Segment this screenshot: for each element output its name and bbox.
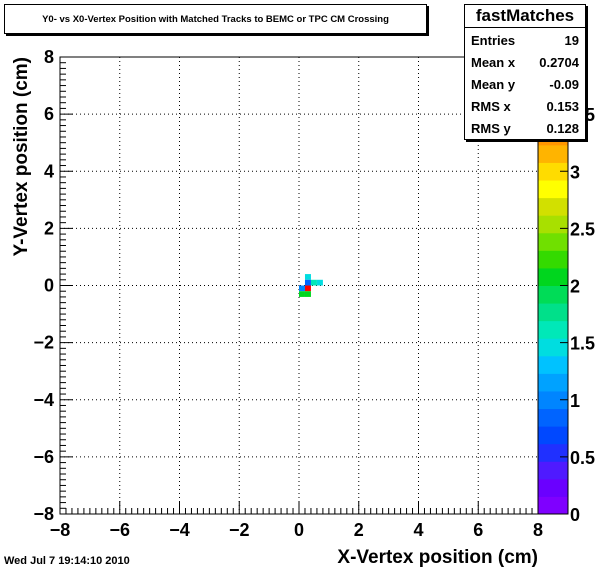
- heatmap-cell: [299, 285, 305, 292]
- y-tick-label: 0: [44, 276, 54, 296]
- x-tick-label: −2: [229, 520, 250, 540]
- stat-value: -0.09: [549, 77, 579, 92]
- color-bar-segment: [538, 215, 568, 234]
- color-bar-segment: [538, 496, 568, 515]
- color-bar-segment: [538, 232, 568, 251]
- y-tick-label: 4: [44, 161, 54, 181]
- stat-value: 19: [564, 33, 579, 48]
- color-bar-tick-label: 3: [570, 162, 580, 182]
- stat-row-mean-x: Mean x 0.2704: [465, 50, 585, 72]
- stat-label: Mean y: [471, 77, 516, 92]
- stat-row-rms-y: RMS y 0.128: [465, 116, 585, 138]
- x-axis-title: X-Vertex position (cm): [337, 547, 538, 568]
- stats-box: fastMatches Entries 19 Mean x 0.2704 Mea…: [464, 4, 586, 140]
- color-bar-segment: [538, 426, 568, 445]
- stat-label: RMS x: [471, 99, 511, 114]
- color-bar-segment: [538, 197, 568, 216]
- color-bar-segment: [538, 320, 568, 339]
- stat-label: Entries: [471, 33, 516, 48]
- histogram-title-box: Y0- vs X0-Vertex Position with Matched T…: [4, 4, 427, 34]
- color-bar-tick-label: 0: [570, 505, 580, 525]
- stat-label: RMS y: [471, 121, 511, 136]
- stat-value: 0.128: [546, 121, 579, 136]
- heatmap-cell: [304, 274, 311, 280]
- x-tick-label: −6: [109, 520, 130, 540]
- y-tick-label: −6: [33, 447, 54, 467]
- stat-row-rms-x: RMS x 0.153: [465, 94, 585, 116]
- heatmap-cell: [316, 279, 323, 286]
- heatmap-cell: [310, 279, 317, 286]
- color-bar-segment: [538, 443, 568, 462]
- color-bar-segment: [538, 250, 568, 269]
- color-bar-tick-label: 0.5: [570, 448, 595, 468]
- y-tick-label: 8: [44, 47, 54, 67]
- color-bar-segment: [538, 408, 568, 427]
- stats-box-title: fastMatches: [465, 5, 585, 28]
- heatmap-cell: [304, 291, 311, 297]
- y-tick-label: 6: [44, 104, 54, 124]
- color-bar-tick-label: 1: [570, 391, 580, 411]
- color-bar-segment: [538, 355, 568, 374]
- stat-label: Mean x: [471, 55, 516, 70]
- heatmap-cell: [299, 291, 305, 297]
- y-axis-title: Y-Vertex position (cm): [11, 57, 32, 257]
- color-bar-segment: [538, 144, 568, 163]
- color-bar-segment: [538, 338, 568, 357]
- heatmap-cell: [304, 285, 311, 292]
- color-bar-segment: [538, 285, 568, 304]
- y-tick-label: −4: [33, 390, 54, 410]
- color-bar-segment: [538, 267, 568, 286]
- color-bar-segment: [538, 180, 568, 199]
- x-tick-label: 8: [533, 520, 543, 540]
- x-tick-label: 6: [473, 520, 483, 540]
- x-tick-label: 2: [354, 520, 364, 540]
- color-bar-tick-label: 1.5: [570, 334, 595, 354]
- stat-value: 0.2704: [539, 55, 579, 70]
- x-tick-label: −4: [169, 520, 190, 540]
- y-tick-label: 2: [44, 218, 54, 238]
- x-tick-label: 4: [413, 520, 423, 540]
- histogram-title: Y0- vs X0-Vertex Position with Matched T…: [42, 13, 389, 25]
- color-bar-segment: [538, 303, 568, 322]
- x-tick-label: 0: [294, 520, 304, 540]
- heatmap-cell: [304, 279, 311, 286]
- color-bar-segment: [538, 390, 568, 410]
- color-bar-tick-label: 2: [570, 277, 580, 297]
- y-tick-label: −8: [33, 504, 54, 524]
- color-bar-segment: [538, 162, 568, 181]
- date-stamp: Wed Jul 7 19:14:10 2010: [4, 555, 130, 567]
- color-bar-segment: [538, 478, 568, 497]
- color-bar-tick-label: 2.5: [570, 219, 595, 239]
- color-bar-segment: [538, 461, 568, 480]
- color-bar-segment: [538, 373, 568, 392]
- x-tick-label: −8: [50, 520, 71, 540]
- stat-row-mean-y: Mean y -0.09: [465, 72, 585, 94]
- stat-value: 0.153: [546, 99, 579, 114]
- stat-row-entries: Entries 19: [465, 28, 585, 50]
- y-tick-label: −2: [33, 333, 54, 353]
